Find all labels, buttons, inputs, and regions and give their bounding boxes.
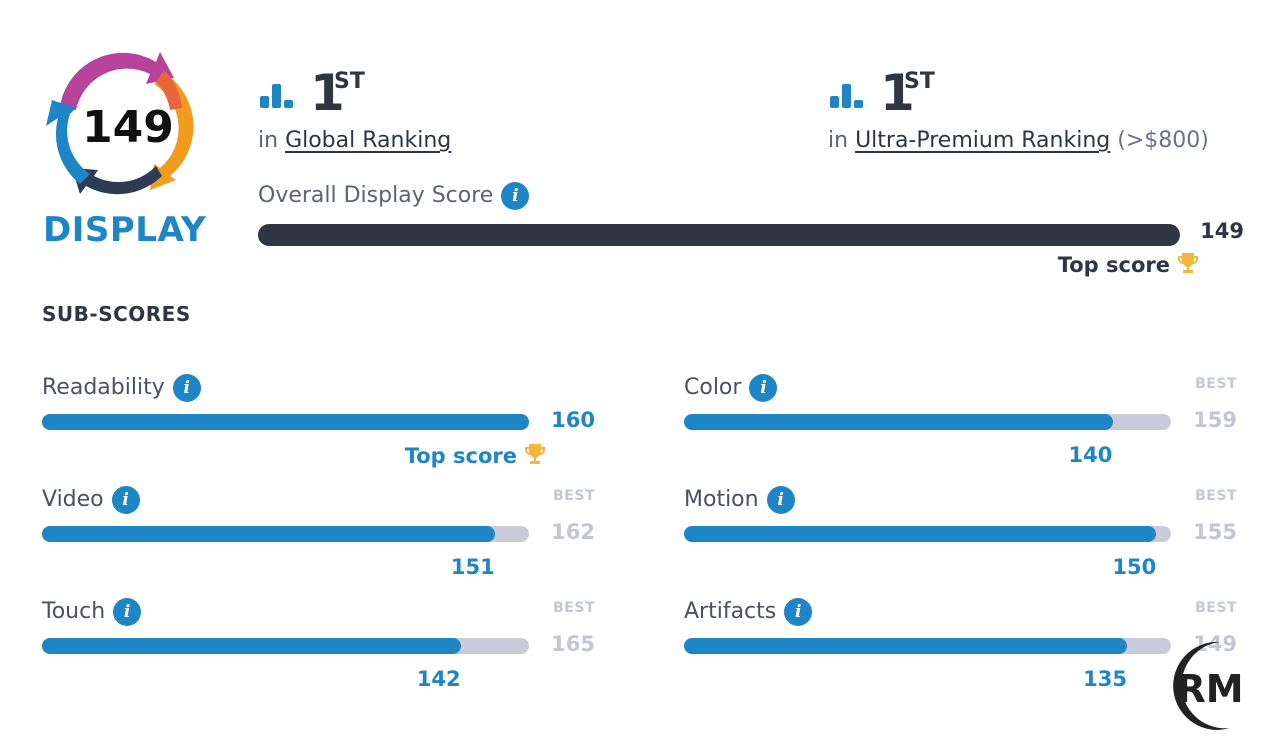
subscore-bar-fill xyxy=(684,526,1157,542)
trophy-icon xyxy=(1178,253,1198,273)
overall-top-score: Top score xyxy=(1000,251,1200,277)
subscore-label: Video xyxy=(42,487,104,512)
subscore-bar-fill xyxy=(42,526,495,542)
best-value: 149 xyxy=(1193,632,1237,656)
subscore-label: Color xyxy=(684,375,742,400)
global-rank-caption: in Global Ranking xyxy=(258,128,451,153)
subscore-value: 160 xyxy=(551,408,595,432)
best-value: 162 xyxy=(551,520,595,544)
subscore-value: 140 xyxy=(1068,443,1113,467)
ranking-bars-icon xyxy=(830,84,868,108)
global-ranking-link[interactable]: Global Ranking xyxy=(285,128,452,153)
ranking-bars-icon xyxy=(260,84,298,108)
subscore-value: 135 xyxy=(1083,667,1127,691)
premium-rank-caption: in Ultra-Premium Ranking (>$800) xyxy=(828,128,1209,153)
subscore-bar-fill xyxy=(42,414,529,430)
subscore-label: Artifacts xyxy=(684,599,777,624)
subscore-value: 151 xyxy=(450,555,495,579)
subscore-artifacts: Artifacts i BEST 149 135 xyxy=(684,598,1244,708)
trophy-icon xyxy=(525,444,545,464)
subscore-label: Readability xyxy=(42,375,165,400)
subscore-bar xyxy=(42,526,529,542)
subscore-label-row: Video i xyxy=(42,486,140,514)
subscore-bar-fill xyxy=(684,414,1113,430)
best-label: BEST xyxy=(553,600,595,616)
overall-score-label-row: Overall Display Score i xyxy=(258,182,530,210)
best-label: BEST xyxy=(553,488,595,504)
info-icon[interactable]: i xyxy=(784,598,813,626)
subscore-bar xyxy=(684,526,1171,542)
ultra-premium-ranking-link[interactable]: Ultra-Premium Ranking xyxy=(855,128,1111,153)
best-value: 155 xyxy=(1193,520,1237,544)
subscore-label-row: Color i xyxy=(684,374,778,402)
subscore-value: 142 xyxy=(416,667,461,691)
best-label: BEST xyxy=(1195,376,1237,392)
premium-rank-prefix: in xyxy=(828,128,849,153)
subscore-bar-fill xyxy=(42,638,461,654)
subscore-value: 150 xyxy=(1112,555,1157,579)
best-value: 165 xyxy=(551,632,595,656)
subscores-heading: SUB-SCORES xyxy=(42,302,191,326)
subscore-bar xyxy=(42,414,529,430)
global-rank-suffix: ST xyxy=(334,69,365,94)
subscore-label-row: Motion i xyxy=(684,486,795,514)
subscore-bar-fill xyxy=(684,638,1128,654)
subscore-video: Video i BEST 162 151 xyxy=(42,486,602,596)
info-icon[interactable]: i xyxy=(749,374,778,402)
subscore-bar xyxy=(42,638,529,654)
subscore-bar xyxy=(684,414,1171,430)
global-rank-number: 1 xyxy=(310,64,345,122)
top-score-label: Top score xyxy=(1057,253,1170,277)
overall-score-bar-fill xyxy=(258,224,1180,246)
top-score-label: Top score xyxy=(404,444,517,468)
watermark-text: RM xyxy=(1176,667,1243,711)
subscore-readability: Readability i 160 Top score xyxy=(42,374,602,484)
overall-score-value: 149 xyxy=(1200,219,1244,243)
subscore-label: Motion xyxy=(684,487,759,512)
subscore-touch: Touch i BEST 165 142 xyxy=(42,598,602,708)
ultra-premium-ranking: 1 ST in Ultra-Premium Ranking (>$800) xyxy=(828,64,1258,164)
display-score-badge: 149 xyxy=(46,52,194,195)
info-icon[interactable]: i xyxy=(766,486,795,514)
info-icon[interactable]: i xyxy=(113,598,142,626)
overall-score-bar xyxy=(258,224,1180,246)
subscore-label-row: Artifacts i xyxy=(684,598,813,626)
subscore-color: Color i BEST 159 140 xyxy=(684,374,1244,484)
premium-price-range: (>$800) xyxy=(1117,128,1209,153)
global-ranking: 1 ST in Global Ranking xyxy=(258,64,778,164)
global-rank-prefix: in xyxy=(258,128,279,153)
overall-score-label: Overall Display Score xyxy=(258,183,494,208)
info-icon[interactable]: i xyxy=(172,374,201,402)
badge-score: 149 xyxy=(82,102,174,153)
subscore-bar xyxy=(684,638,1171,654)
top-score: Top score xyxy=(302,442,547,468)
premium-rank-suffix: ST xyxy=(904,69,935,94)
subscore-label-row: Readability i xyxy=(42,374,201,402)
info-icon[interactable]: i xyxy=(111,486,140,514)
premium-rank-number: 1 xyxy=(880,64,915,122)
rm-watermark-logo: RM xyxy=(1173,641,1244,730)
subscore-label-row: Touch i xyxy=(42,598,142,626)
badge-category-label: DISPLAY xyxy=(43,210,207,250)
best-label: BEST xyxy=(1195,600,1237,616)
subscore-label: Touch xyxy=(42,599,106,624)
best-label: BEST xyxy=(1195,488,1237,504)
subscore-motion: Motion i BEST 155 150 xyxy=(684,486,1244,596)
best-value: 159 xyxy=(1193,408,1237,432)
info-icon[interactable]: i xyxy=(501,182,530,210)
badge-ring-icon xyxy=(46,52,194,195)
